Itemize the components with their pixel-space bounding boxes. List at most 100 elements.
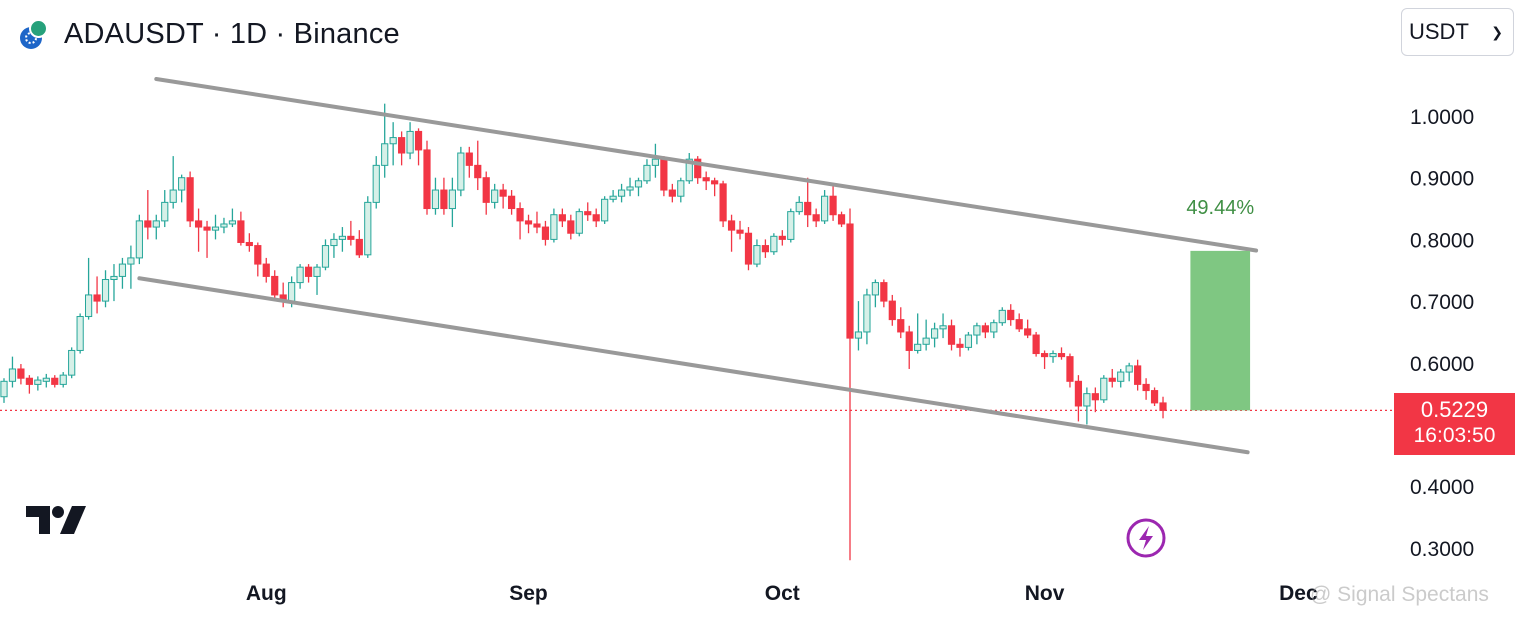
candle xyxy=(474,140,482,191)
y-tick-label: 0.9000 xyxy=(1410,168,1474,191)
bar-countdown: 16:03:50 xyxy=(1413,424,1496,447)
candle xyxy=(491,183,499,209)
candle xyxy=(93,276,101,314)
candle xyxy=(1074,375,1083,422)
currency-select[interactable]: USDT ❯ xyxy=(1401,8,1514,56)
candle xyxy=(736,220,744,240)
channel-trendlines xyxy=(137,76,1259,455)
candle xyxy=(118,257,127,289)
candle xyxy=(575,208,583,237)
time-axis: Aug Sep Oct Nov Dec xyxy=(246,582,1318,605)
y-tick-label: 0.8000 xyxy=(1410,229,1474,252)
currency-value: USDT xyxy=(1409,19,1469,44)
candle xyxy=(76,313,84,354)
candle xyxy=(1108,368,1116,388)
candle xyxy=(888,294,896,326)
candle xyxy=(254,242,262,277)
candle xyxy=(68,347,76,379)
candle xyxy=(355,230,363,258)
candle xyxy=(626,177,634,197)
candle xyxy=(812,208,820,228)
candle xyxy=(152,214,160,240)
candle xyxy=(753,239,761,268)
candle xyxy=(389,122,397,166)
candle xyxy=(1159,396,1167,419)
candle xyxy=(567,214,575,240)
candle xyxy=(330,233,338,258)
candle xyxy=(1134,359,1142,391)
candle xyxy=(880,279,888,308)
candle xyxy=(0,378,8,403)
candle xyxy=(905,325,913,369)
candle xyxy=(1007,304,1015,326)
candle xyxy=(694,156,702,184)
candle xyxy=(947,319,956,351)
candle xyxy=(161,190,169,228)
candle xyxy=(414,128,423,166)
x-tick-label: Aug xyxy=(246,582,287,605)
candle xyxy=(59,372,67,388)
candle xyxy=(347,220,355,246)
candle xyxy=(846,208,854,561)
candle xyxy=(787,208,795,243)
tradingview-logo-icon[interactable] xyxy=(26,504,88,536)
target-box: 49.44% xyxy=(1186,197,1254,411)
candle xyxy=(931,322,939,348)
candle xyxy=(592,208,600,228)
candle xyxy=(1091,387,1099,413)
candle xyxy=(719,180,727,228)
candle xyxy=(981,322,989,339)
candle xyxy=(601,196,609,224)
candle xyxy=(854,301,863,351)
candle xyxy=(558,208,566,228)
candles xyxy=(0,103,1167,561)
candle xyxy=(194,208,203,252)
candle xyxy=(42,373,50,388)
candle xyxy=(279,282,287,308)
candle xyxy=(702,171,710,191)
candle xyxy=(440,177,448,215)
candle xyxy=(135,214,143,265)
candle xyxy=(660,156,668,197)
candle xyxy=(34,376,42,391)
candle xyxy=(668,183,676,203)
candle xyxy=(643,159,651,184)
trendline[interactable] xyxy=(137,276,1250,455)
candle xyxy=(110,264,118,302)
candle xyxy=(499,183,507,209)
candle xyxy=(457,146,465,197)
target-rect[interactable] xyxy=(1190,250,1251,411)
candle xyxy=(1150,387,1159,406)
candle xyxy=(127,245,135,289)
candle xyxy=(524,214,533,234)
candle xyxy=(685,153,693,184)
candle xyxy=(914,313,922,354)
candle xyxy=(744,227,753,271)
candle xyxy=(431,177,440,215)
candle xyxy=(296,264,304,289)
candle xyxy=(956,338,964,357)
candle xyxy=(228,208,237,228)
candle xyxy=(262,257,270,283)
candle xyxy=(1066,353,1074,388)
lightning-bolt-icon[interactable] xyxy=(1125,517,1167,559)
trendline[interactable] xyxy=(154,76,1259,253)
candle xyxy=(304,264,313,283)
candle xyxy=(829,183,837,221)
cardano-tether-icon xyxy=(18,19,48,49)
candle xyxy=(1040,350,1049,369)
candle xyxy=(508,190,516,215)
candle xyxy=(1100,375,1108,403)
candle xyxy=(821,190,829,224)
current-price-label: 0.5229 16:03:50 xyxy=(1394,393,1515,455)
symbol-title: ADAUSDT · 1D · Binance xyxy=(64,17,400,50)
target-percent-label: 49.44% xyxy=(1186,197,1254,219)
chevron-down-icon: ❯ xyxy=(1491,23,1503,40)
candle xyxy=(897,307,905,339)
candle xyxy=(237,211,245,246)
candle xyxy=(448,177,456,228)
candle xyxy=(169,156,177,209)
symbol-header: ADAUSDT · 1D · Binance xyxy=(18,14,400,54)
candle xyxy=(203,220,211,258)
